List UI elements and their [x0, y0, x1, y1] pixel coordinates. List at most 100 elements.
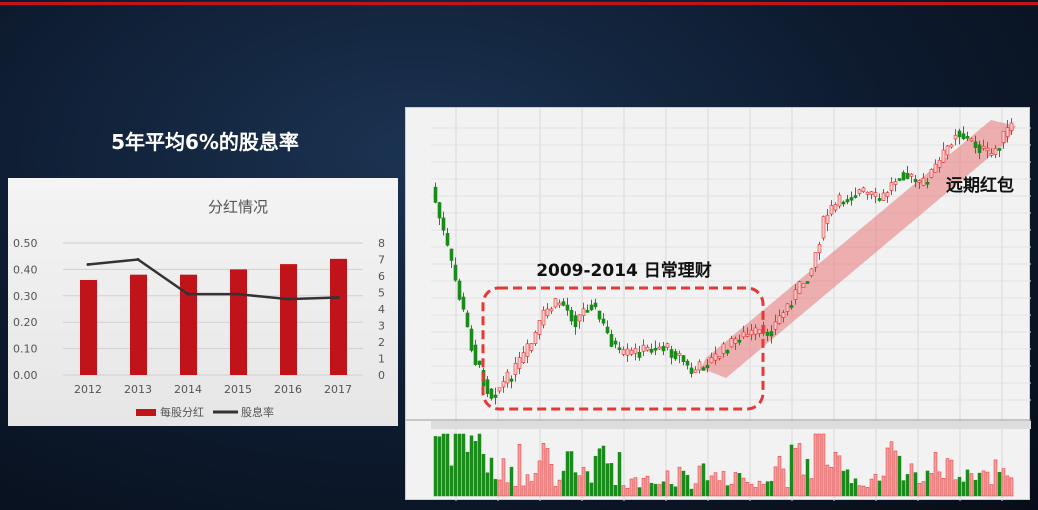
kline-svg: 2009-2014 日常理财 远期红包	[406, 108, 1031, 501]
volume-bar	[557, 479, 562, 497]
volume-bar	[997, 472, 1002, 497]
volume-bar	[697, 465, 702, 497]
volume-bar	[897, 455, 902, 497]
candle	[1009, 122, 1014, 131]
volume-bar	[501, 458, 506, 497]
volume-bar	[889, 441, 894, 497]
legend-label-bar: 每股分红	[160, 405, 204, 419]
candle	[621, 349, 626, 355]
left-tick-label: 0.20	[13, 316, 38, 329]
volume-bar	[661, 481, 666, 497]
volume-bar	[573, 472, 578, 497]
yield-point	[86, 262, 90, 266]
volume-bar	[949, 459, 954, 497]
right-tick-label: 4	[378, 303, 385, 316]
candle	[509, 378, 514, 382]
volume-bar	[457, 433, 462, 497]
volume-bar	[497, 479, 502, 497]
candle	[897, 178, 902, 181]
volume-bar	[485, 472, 490, 497]
volume-bar	[977, 472, 982, 497]
volume-bar	[1005, 475, 1010, 497]
volume-bar	[713, 472, 718, 497]
volume-bar	[725, 485, 730, 497]
volume-bar	[569, 451, 574, 497]
volume-bar	[701, 463, 706, 497]
candle	[617, 347, 622, 350]
volume-bar	[681, 470, 686, 497]
candle	[745, 333, 750, 337]
candle	[577, 314, 582, 322]
dividend-chart-panel: 分红情况 0.00 0.10 0.20 0.30 0.40 0.50 0 1 2 3 4 5 6 7 8 20…	[8, 178, 398, 426]
candle	[1005, 127, 1010, 137]
volume-bar	[545, 448, 550, 497]
candle	[925, 181, 930, 185]
candle	[537, 320, 542, 335]
candle	[657, 346, 662, 350]
volume-bar	[813, 433, 818, 497]
volume-bar	[509, 466, 514, 497]
candle	[713, 353, 718, 361]
volume-bar	[541, 443, 546, 497]
candle	[541, 309, 546, 326]
volume-bar	[673, 486, 678, 497]
volume-bar	[621, 485, 626, 497]
volume-bar	[885, 447, 890, 497]
dividend-bar	[130, 274, 147, 375]
volume-bar	[629, 478, 634, 497]
candle	[837, 194, 842, 207]
candle	[525, 343, 530, 357]
volume-bar	[597, 448, 602, 497]
candle	[845, 199, 850, 203]
volume-bar	[921, 481, 926, 497]
volume-bar	[465, 451, 470, 497]
candle	[893, 181, 898, 185]
volume-bar	[937, 471, 942, 497]
candle	[561, 301, 566, 306]
volume-bar	[753, 487, 758, 497]
candle	[717, 356, 722, 359]
volume-bar	[829, 466, 834, 497]
candle	[997, 148, 1002, 151]
volume-bar	[917, 483, 922, 497]
candle	[641, 344, 646, 352]
candle	[573, 315, 578, 328]
volume-bar	[533, 473, 538, 497]
volume-bar	[933, 452, 938, 497]
volume-bar	[513, 486, 518, 497]
volume-bar	[789, 444, 794, 497]
candle	[505, 371, 510, 384]
volume-bar	[645, 475, 650, 497]
volume-bar	[857, 485, 862, 497]
volume-bar	[529, 481, 534, 497]
candle	[945, 145, 950, 156]
volume-bar	[449, 465, 454, 497]
candle	[781, 312, 786, 318]
candle	[449, 248, 454, 261]
volume-bar	[985, 471, 990, 497]
candle	[793, 289, 798, 300]
candle	[829, 205, 834, 215]
volume-bar	[865, 487, 870, 497]
candle	[917, 180, 922, 183]
candle	[633, 348, 638, 354]
x-tick-label: 2017	[324, 383, 352, 396]
top-accent-line	[0, 2, 1038, 5]
candle	[901, 172, 906, 181]
candle	[441, 217, 446, 231]
volume-bar	[637, 487, 642, 497]
x-tick-label: 2015	[224, 383, 252, 396]
candle	[613, 340, 618, 345]
candle	[889, 182, 894, 191]
candle	[773, 321, 778, 330]
candle	[597, 310, 602, 320]
volume-bar	[665, 470, 670, 497]
volume-bar	[777, 456, 782, 497]
volume-bar	[993, 459, 998, 497]
volume-bar	[601, 445, 606, 497]
candle	[777, 315, 782, 324]
candle	[865, 191, 870, 195]
candle	[725, 349, 730, 354]
volume-bar	[821, 433, 826, 497]
volume-bar	[445, 433, 450, 497]
